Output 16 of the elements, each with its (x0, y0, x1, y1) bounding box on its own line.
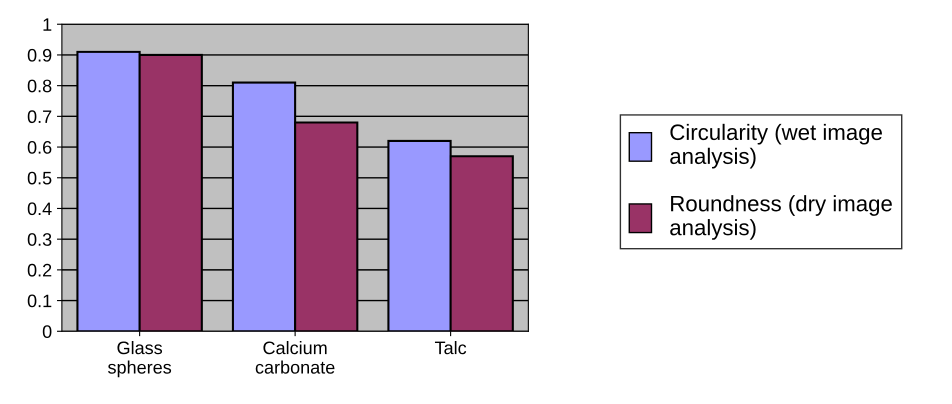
y-tick-label: 0.2 (28, 264, 52, 277)
legend-label: Circularity (wet image analysis) (670, 124, 882, 168)
y-tick-label: 0.3 (28, 233, 52, 246)
x-tick-label: Glass spheres (108, 341, 172, 378)
y-tick-label: 0 (42, 325, 52, 338)
legend-label: Roundness (dry image analysis) (670, 195, 892, 240)
x-tick-label: Talc (434, 341, 466, 354)
y-tick-label: 0.6 (28, 140, 52, 154)
y-tick-label: 0.1 (28, 294, 52, 308)
y-tick-label: 1 (43, 18, 52, 31)
y-tick-label: 0.9 (28, 48, 52, 62)
y-tick-label: 0.5 (28, 172, 52, 184)
y-tick-label: 0.7 (28, 110, 52, 124)
y-tick-label: 0.4 (28, 202, 52, 216)
y-tick-label: 0.8 (28, 80, 52, 92)
x-tick-label: Calcium carbonate (256, 341, 334, 374)
